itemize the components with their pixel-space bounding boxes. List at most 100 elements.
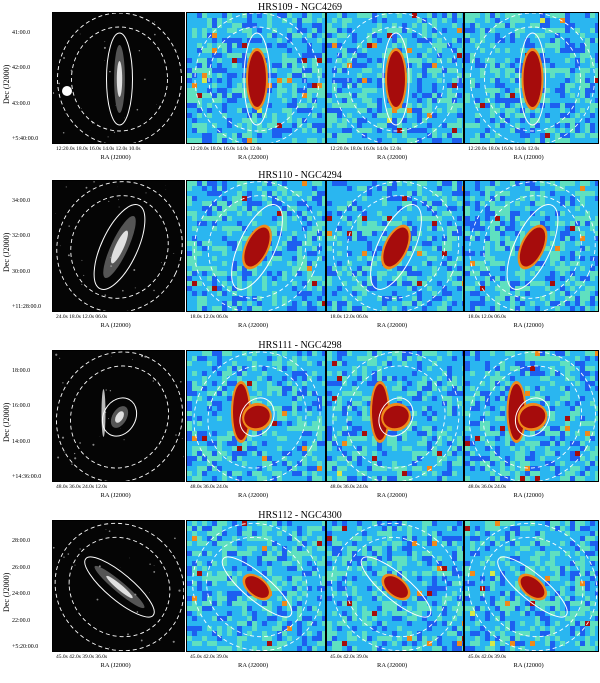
dec-tick-label: 16:00.0 bbox=[12, 403, 31, 410]
aperture-ellipse bbox=[239, 397, 275, 437]
far-infrared-map-panel bbox=[186, 180, 326, 312]
dec-tick-label: 14:00.0 bbox=[12, 438, 31, 445]
row-title: HRS111 - NGC4298 bbox=[258, 340, 342, 351]
dec-tick-label: +5:40:00.0 bbox=[12, 136, 39, 142]
flux-map bbox=[187, 181, 325, 311]
ra-tick-labels: 48.0s 36.0s 24.0s bbox=[330, 484, 369, 490]
ra-tick-labels: 12:20.0s 18.0s 16.0s 14.0s 12.0s bbox=[468, 146, 540, 152]
aperture-ellipse bbox=[101, 397, 138, 437]
aperture-ellipse bbox=[221, 556, 293, 618]
dec-tick-label: 41:00.0 bbox=[12, 30, 31, 36]
ra-tick-labels: 18.0s 12.0s 06.0s bbox=[190, 314, 229, 320]
aperture-ellipse bbox=[378, 397, 414, 437]
ra-axis-label: RA (J2000) bbox=[238, 662, 269, 669]
far-infrared-map-panel bbox=[464, 12, 599, 144]
optical-image bbox=[53, 13, 184, 143]
aperture-ellipse bbox=[506, 204, 559, 290]
dec-tick-label: 18:00.0 bbox=[12, 368, 31, 374]
ra-tick-labels: 12:20.0s 18.0s 16.0s 14.0s 12.0s bbox=[330, 146, 402, 152]
background-annulus bbox=[194, 13, 320, 143]
dec-axis-label: Dec (J2000) bbox=[2, 402, 11, 442]
dec-axis-label: Dec (J2000) bbox=[2, 232, 11, 272]
aperture-ellipse bbox=[106, 32, 133, 126]
ra-axis-label: RA (J2000) bbox=[513, 662, 544, 669]
ra-axis-label: RA (J2000) bbox=[100, 322, 131, 329]
ra-tick-labels: 45.0s 42.0s 39.0s bbox=[468, 654, 507, 660]
ra-axis-label: RA (J2000) bbox=[377, 154, 408, 161]
far-infrared-map-panel bbox=[326, 350, 464, 482]
dec-tick-label: 24:00.0 bbox=[12, 591, 31, 597]
far-infrared-map-panel bbox=[464, 520, 599, 652]
dec-tick-label: +14:36:00.0 bbox=[12, 474, 42, 480]
ra-tick-labels: 12:20.0s 18.0s 16.0s 14.0s 12.0s 10.0s bbox=[56, 146, 141, 152]
flux-map bbox=[465, 521, 598, 651]
far-infrared-map-panel bbox=[326, 180, 464, 312]
background-annulus bbox=[470, 13, 595, 143]
flux-map bbox=[327, 13, 463, 143]
aperture-ellipse bbox=[84, 556, 155, 618]
dec-tick-label: 26:00.0 bbox=[12, 564, 31, 571]
aperture-ellipse bbox=[519, 32, 546, 126]
figure-row: HRS109 - NGC4269 Dec (J2000) 41:00.0 42:00.… bbox=[0, 2, 600, 172]
optical-image bbox=[53, 521, 184, 651]
ra-axis-label: RA (J2000) bbox=[238, 492, 269, 499]
flux-map bbox=[327, 521, 463, 651]
dec-axis-label: Dec (J2000) bbox=[2, 572, 11, 612]
dec-tick-label: 22:00.0 bbox=[12, 617, 31, 624]
aperture-ellipse bbox=[93, 204, 146, 290]
aperture-ellipse bbox=[370, 204, 422, 290]
figure-row: HRS112 - NGC4300 Dec (J2000) 28:00.0 26:00.… bbox=[0, 510, 600, 680]
far-infrared-map-panel bbox=[464, 180, 599, 312]
far-infrared-map-panel bbox=[186, 520, 326, 652]
dec-tick-label: +5:20:00.0 bbox=[12, 644, 39, 650]
ra-axis-label: RA (J2000) bbox=[513, 492, 544, 499]
ra-axis-label: RA (J2000) bbox=[377, 662, 408, 669]
ra-axis-label: RA (J2000) bbox=[238, 154, 269, 161]
optical-image bbox=[53, 181, 184, 311]
background-annulus bbox=[193, 351, 321, 481]
dec-tick-label: 32:00.0 bbox=[12, 233, 31, 240]
far-infrared-map-panel bbox=[186, 12, 326, 144]
dec-tick-label: 28:00.0 bbox=[12, 538, 31, 544]
flux-map bbox=[465, 13, 598, 143]
background-annulus bbox=[333, 13, 459, 143]
row-title: HRS109 - NGC4269 bbox=[258, 2, 342, 13]
ra-tick-labels: 24.0s 18.0s 12.0s 06.0s bbox=[56, 314, 108, 320]
dec-tick-label: 34:00.0 bbox=[12, 198, 31, 204]
ra-axis-label: RA (J2000) bbox=[377, 322, 408, 329]
figure-row: HRS111 - NGC4298 Dec (J2000) 18:00.0 16:00.… bbox=[0, 340, 600, 510]
flux-map bbox=[327, 351, 463, 481]
background-annulus bbox=[57, 13, 182, 143]
flux-map bbox=[187, 351, 325, 481]
flux-map bbox=[187, 521, 325, 651]
far-infrared-map-panel bbox=[464, 350, 599, 482]
aperture-ellipse bbox=[231, 204, 283, 290]
ra-tick-labels: 45.0s 42.0s 39.0s 36.0s bbox=[56, 654, 108, 660]
ra-tick-labels: 48.0s 36.0s 24.0s bbox=[468, 484, 507, 490]
background-annulus bbox=[469, 351, 596, 481]
aperture-ellipse bbox=[360, 556, 432, 618]
flux-map bbox=[465, 181, 598, 311]
row-title: HRS110 - NGC4294 bbox=[258, 170, 342, 181]
aperture-ellipse bbox=[243, 32, 271, 126]
ra-axis-label: RA (J2000) bbox=[513, 322, 544, 329]
ra-axis-label: RA (J2000) bbox=[513, 154, 544, 161]
ra-axis-label: RA (J2000) bbox=[100, 662, 131, 669]
ra-tick-labels: 45.0s 42.0s 39.0s bbox=[190, 654, 229, 660]
ra-tick-labels: 45.0s 42.0s 39.0s bbox=[330, 654, 369, 660]
aperture-ellipse bbox=[382, 32, 410, 126]
optical-image-panel bbox=[52, 180, 185, 312]
ra-axis-label: RA (J2000) bbox=[100, 492, 131, 499]
background-annulus bbox=[332, 351, 460, 481]
figure-row: HRS110 - NGC4294 Dec (J2000) 34:00.0 32:00.… bbox=[0, 170, 600, 340]
optical-image-panel bbox=[52, 12, 185, 144]
background-annulus bbox=[467, 522, 598, 651]
background-annulus bbox=[469, 181, 596, 311]
flux-map bbox=[327, 181, 463, 311]
ra-tick-labels: 18.0s 12.0s 06.0s bbox=[468, 314, 507, 320]
far-infrared-map-panel bbox=[186, 350, 326, 482]
ra-tick-labels: 18.0s 12.0s 06.0s bbox=[330, 314, 369, 320]
dec-axis-label: Dec (J2000) bbox=[2, 64, 11, 104]
aperture-ellipse bbox=[514, 397, 551, 437]
dec-tick-label: 30:00.0 bbox=[12, 268, 31, 275]
